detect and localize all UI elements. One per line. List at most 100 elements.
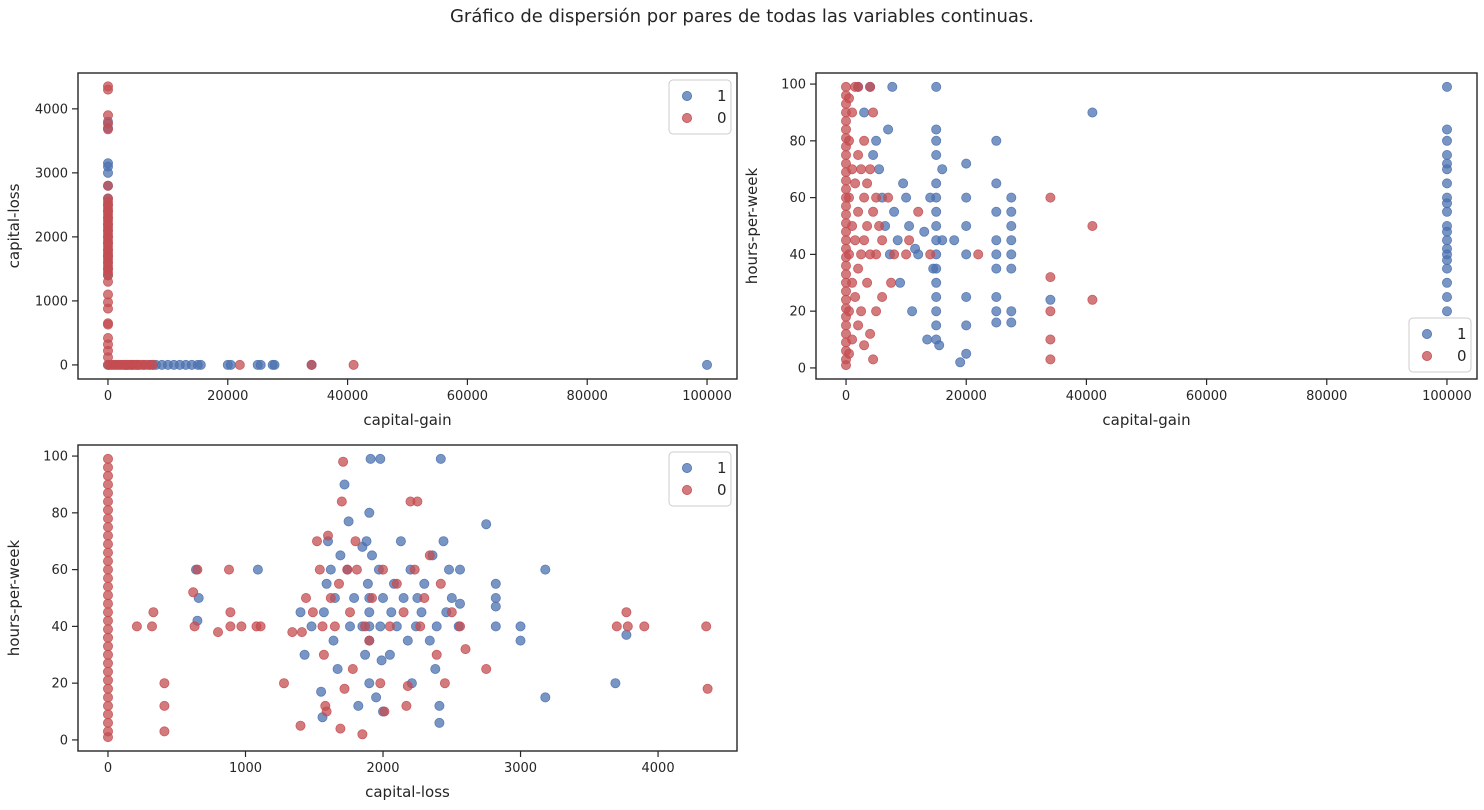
y-tick-label: 40	[789, 248, 806, 263]
data-point-series-1	[1442, 263, 1453, 274]
data-point-series-0	[103, 487, 114, 498]
x-tick-label: 40000	[327, 389, 368, 404]
y-tick-label: 3000	[35, 166, 68, 181]
data-point-series-1	[295, 607, 306, 618]
data-point-series-1	[335, 550, 346, 561]
data-point-series-0	[103, 675, 114, 686]
data-point-series-1	[364, 678, 375, 689]
data-point-series-1	[883, 124, 894, 135]
data-point-series-0	[338, 456, 349, 467]
y-tick-label: 20	[789, 305, 806, 320]
data-point-series-0	[859, 340, 870, 351]
legend-label-1: 1	[717, 459, 727, 477]
data-point-series-0	[325, 593, 336, 604]
data-point-series-1	[889, 206, 900, 217]
y-tick-label: 0	[798, 361, 806, 376]
data-point-series-0	[844, 348, 855, 359]
legend-label-1: 1	[717, 87, 727, 105]
data-point-series-1	[904, 220, 915, 231]
data-point-series-0	[1045, 334, 1056, 345]
data-point-series-1	[1006, 317, 1017, 328]
data-point-series-0	[868, 107, 879, 118]
data-point-series-0	[859, 135, 870, 146]
data-point-series-1	[1442, 198, 1453, 209]
data-point-series-1	[913, 249, 924, 260]
data-point-series-1	[377, 593, 388, 604]
data-point-series-0	[847, 164, 858, 175]
data-point-series-0	[865, 164, 876, 175]
figure-title: Gráfico de dispersión por pares de todas…	[449, 6, 1034, 27]
data-point-series-1	[318, 607, 329, 618]
data-point-series-0	[103, 547, 114, 558]
x-tick-label: 80000	[567, 389, 608, 404]
data-point-series-0	[364, 635, 375, 646]
data-point-series-1	[931, 320, 942, 331]
data-point-series-0	[850, 178, 861, 189]
points-layer	[841, 81, 1453, 371]
data-point-series-1	[1045, 294, 1056, 305]
data-point-series-1	[1442, 277, 1453, 288]
data-point-series-0	[375, 678, 386, 689]
subplot-3: 0 1000 2000 3000 4000020406080100capital-los…	[5, 444, 738, 801]
data-point-series-0	[342, 564, 353, 575]
data-point-series-1	[1442, 226, 1453, 237]
data-point-series-0	[856, 306, 867, 317]
data-point-series-0	[844, 249, 855, 260]
data-point-series-1	[255, 359, 266, 370]
data-point-series-1	[225, 359, 236, 370]
data-point-series-0	[973, 249, 984, 260]
data-point-series-1	[931, 149, 942, 160]
data-point-series-0	[841, 201, 852, 212]
data-point-series-1	[874, 164, 885, 175]
data-point-series-0	[871, 249, 882, 260]
legend-marker-1	[1422, 328, 1433, 339]
data-point-series-1	[376, 655, 387, 666]
data-point-series-1	[375, 453, 386, 464]
x-tick-label: 100000	[682, 389, 732, 404]
data-point-series-0	[103, 513, 114, 524]
data-point-series-1	[991, 206, 1002, 217]
data-point-series-0	[412, 496, 423, 507]
data-point-series-0	[431, 649, 442, 660]
data-point-series-0	[357, 729, 368, 740]
data-point-series-0	[103, 709, 114, 720]
legend: 10	[668, 79, 732, 135]
data-point-series-1	[1006, 306, 1017, 317]
y-tick-label: 20	[51, 677, 68, 692]
x-tick-label: 0	[842, 389, 850, 404]
data-point-series-0	[886, 277, 897, 288]
data-point-series-0	[913, 206, 924, 217]
data-point-series-1	[1442, 164, 1453, 175]
data-point-series-0	[360, 621, 371, 632]
data-point-series-1	[1006, 263, 1017, 274]
data-point-series-0	[351, 564, 362, 575]
y-tick-label: 60	[51, 563, 68, 578]
data-point-series-0	[419, 593, 430, 604]
data-point-series-0	[841, 320, 852, 331]
data-point-series-0	[1045, 192, 1056, 203]
data-point-series-1	[1442, 135, 1453, 146]
legend-marker-1	[682, 462, 693, 473]
data-point-series-1	[1442, 124, 1453, 135]
legend: 10	[1408, 317, 1472, 373]
y-axis-label: hours-per-week	[743, 168, 761, 285]
data-point-series-1	[922, 334, 933, 345]
data-point-series-0	[103, 649, 114, 660]
x-tick-label: 80000	[1306, 389, 1347, 404]
data-point-series-1	[443, 564, 454, 575]
data-point-series-0	[146, 621, 157, 632]
data-point-series-0	[841, 260, 852, 271]
data-point-series-1	[386, 607, 397, 618]
data-point-series-0	[446, 607, 457, 618]
data-point-series-0	[225, 607, 236, 618]
data-point-series-1	[961, 320, 972, 331]
legend-label-0: 0	[717, 481, 727, 499]
y-tick-label: 80	[51, 506, 68, 521]
data-point-series-1	[362, 578, 373, 589]
data-point-series-0	[841, 286, 852, 297]
data-point-series-0	[333, 578, 344, 589]
legend-marker-0	[1422, 350, 1433, 361]
data-point-series-0	[847, 334, 858, 345]
data-point-series-0	[103, 632, 114, 643]
x-axis-label: capital-loss	[365, 783, 450, 801]
